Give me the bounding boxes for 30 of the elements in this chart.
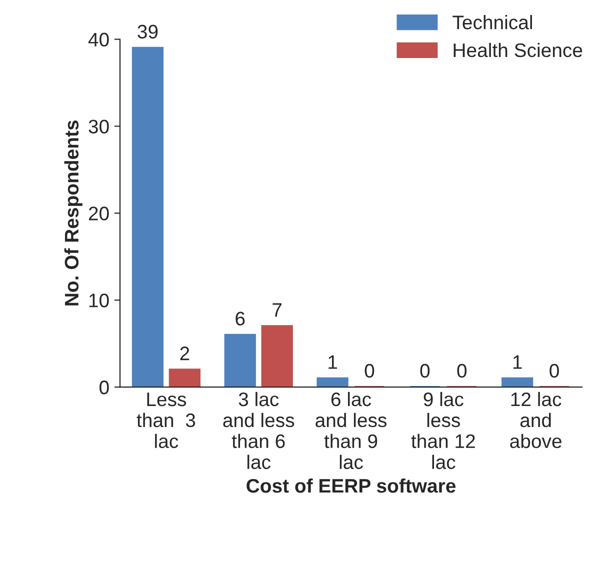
data-label: 2	[180, 346, 190, 360]
data-label: 7	[272, 303, 282, 317]
data-label: 39	[138, 24, 158, 39]
x-tick-label: 12 lac and above	[510, 392, 562, 448]
x-axis-title: Cost of EERP software	[246, 478, 456, 493]
bar	[168, 368, 201, 388]
y-tick-label: 30	[88, 120, 109, 134]
y-tick-label: 40	[88, 32, 109, 47]
x-tick-label: Less than 3 lac	[136, 392, 196, 448]
data-label: 0	[420, 364, 430, 378]
bar	[316, 377, 348, 388]
bar	[132, 46, 164, 388]
x-tick-label: 6 lac and less than 9 lac	[316, 392, 387, 470]
legend-label: Health Science	[454, 42, 582, 58]
x-tick-label: 9 lac less than 12 lac	[411, 392, 475, 470]
data-label: 0	[364, 364, 374, 378]
data-label: 1	[513, 355, 522, 369]
y-tick-label: 0	[100, 380, 109, 394]
y-axis-title: No. Of Respondents	[64, 120, 82, 306]
y-tick-label: 20	[88, 206, 109, 220]
legend-label: Technical	[452, 15, 532, 30]
data-label: 0	[550, 364, 559, 378]
data-label: 0	[457, 364, 467, 378]
y-tick-label: 10	[89, 294, 109, 308]
x-tick-label: 3 lac and less than 6 lac	[223, 392, 294, 470]
data-label: 1	[328, 355, 337, 369]
bar	[501, 377, 534, 388]
bar	[261, 325, 293, 388]
bar	[224, 334, 256, 388]
data-label: 6	[236, 312, 245, 326]
